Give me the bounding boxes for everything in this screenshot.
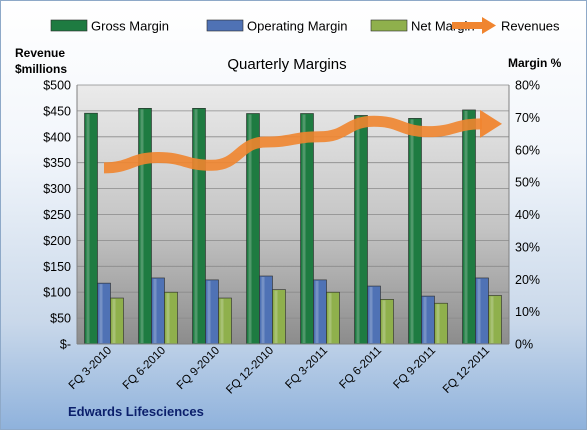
legend-label: Gross Margin xyxy=(91,19,169,34)
bar-operating-margin xyxy=(259,275,273,345)
bar-gross-margin xyxy=(192,108,206,345)
bar-gross-margin xyxy=(138,108,152,345)
bar-net-margin xyxy=(380,299,394,345)
right-tick-label: 70% xyxy=(515,111,540,125)
right-tick-label: 20% xyxy=(515,273,540,287)
legend-label: Revenues xyxy=(501,19,560,34)
bar-net-margin xyxy=(110,297,124,345)
bar-operating-margin xyxy=(313,279,327,345)
left-axis-title-line2: $millions xyxy=(15,62,67,76)
x-tick-label: FQ 9-2010 xyxy=(175,345,222,392)
x-tick-label: FQ 12-2011 xyxy=(441,345,492,396)
right-tick-label: 80% xyxy=(515,79,540,93)
bar-net-margin xyxy=(488,295,502,345)
left-tick-label: $350 xyxy=(43,156,71,170)
left-tick-label: $- xyxy=(60,338,71,352)
bar-operating-margin xyxy=(421,295,435,345)
legend: Gross Margin Operating Margin Net Margin Re… xyxy=(50,17,560,34)
revenue-arrowhead xyxy=(480,109,502,138)
right-tick-label: 0% xyxy=(515,338,533,352)
x-tick-label: FQ 6-2010 xyxy=(121,345,168,392)
bar-net-margin xyxy=(164,291,178,345)
x-tick-label: FQ 12-2010 xyxy=(224,345,276,397)
right-tick-label: 10% xyxy=(515,305,540,319)
x-tick-label: FQ 3-2010 xyxy=(67,345,114,392)
x-tick-label: FQ 9-2011 xyxy=(391,345,438,392)
bar-operating-margin xyxy=(151,277,165,345)
revenue-line xyxy=(103,115,483,174)
legend-swatch xyxy=(370,19,408,32)
bar-net-margin xyxy=(434,302,448,345)
left-tick-label: $250 xyxy=(43,208,71,222)
x-tick-label: FQ 3-2011 xyxy=(283,345,330,392)
legend-item-gross-margin: Gross Margin xyxy=(50,19,169,34)
left-tick-label: $300 xyxy=(43,182,71,196)
bar-operating-margin xyxy=(97,282,111,345)
left-axis-title-line1: Revenue xyxy=(15,46,65,60)
left-tick-label: $200 xyxy=(43,234,71,248)
bar-gross-margin xyxy=(84,112,98,345)
bar-net-margin xyxy=(218,297,232,345)
bar-gross-margin xyxy=(462,109,476,345)
right-tick-label: 30% xyxy=(515,240,540,254)
left-tick-label: $400 xyxy=(43,130,71,144)
x-tick-label: FQ 6-2011 xyxy=(337,345,384,392)
legend-swatch xyxy=(206,19,244,32)
left-tick-label: $100 xyxy=(43,286,71,300)
legend-label: Operating Margin xyxy=(247,19,347,34)
chart-title: Quarterly Margins xyxy=(227,56,346,73)
legend-item-operating-margin: Operating Margin xyxy=(206,19,347,34)
left-tick-label: $150 xyxy=(43,260,71,274)
footer-label: Edwards Lifesciences xyxy=(68,404,204,419)
bar-operating-margin xyxy=(205,279,219,345)
left-tick-label: $50 xyxy=(50,312,71,326)
legend-item-revenues: Revenues xyxy=(452,17,560,34)
legend-swatch xyxy=(452,22,484,29)
bar-gross-margin xyxy=(300,113,314,345)
right-tick-label: 50% xyxy=(515,176,540,190)
bar-net-margin xyxy=(272,289,286,345)
left-tick-label: $450 xyxy=(43,104,71,118)
legend-swatch xyxy=(50,19,88,32)
bar-operating-margin xyxy=(475,277,489,345)
bar-gross-margin xyxy=(354,115,368,345)
right-tick-label: 60% xyxy=(515,143,540,157)
bar-gross-margin xyxy=(408,118,422,345)
right-tick-label: 40% xyxy=(515,208,540,222)
legend-arrow-icon xyxy=(482,17,496,34)
bar-net-margin xyxy=(326,291,340,345)
bar-operating-margin xyxy=(367,285,381,345)
left-tick-label: $500 xyxy=(43,79,71,93)
right-axis-title: Margin % xyxy=(508,56,562,70)
